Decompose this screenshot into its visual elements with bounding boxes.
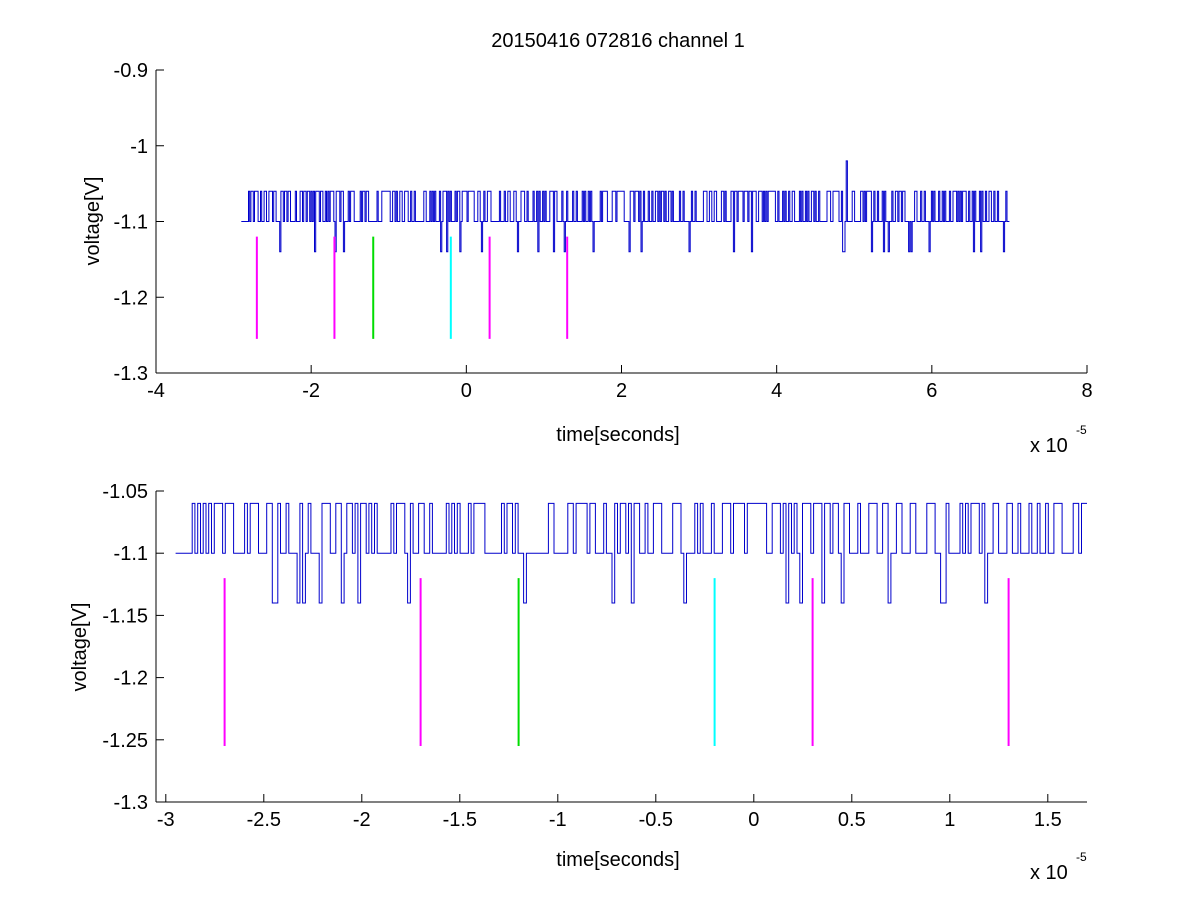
top-axes: -4 -2 0 2 4 6 8 -1.3 -1.2 -1.1 -1 -0.9 time[seconds… bbox=[82, 60, 1093, 457]
bottom-x-tick-label: -2 bbox=[353, 809, 371, 831]
top-x-tick-label: 2 bbox=[616, 380, 627, 402]
bottom-x-tick-label: 1 bbox=[944, 809, 955, 831]
bottom-ticks: -3 -2.5 -2 -1.5 -1 -0.5 0 0.5 1 1.5 -1.3 -1.25 -1.2 -… bbox=[102, 481, 1061, 831]
bottom-y-tick-label: -1.25 bbox=[102, 730, 148, 752]
bottom-x-scale-note: x 10 -5 bbox=[1030, 850, 1087, 884]
figure-title: 20150416 072816 channel 1 bbox=[491, 30, 745, 52]
top-signal-group bbox=[241, 160, 1010, 253]
top-y-tick-label: -1.2 bbox=[114, 287, 148, 309]
bottom-y-tick-label: -1.15 bbox=[102, 605, 148, 627]
bottom-y-tick-label: -1.1 bbox=[114, 543, 148, 565]
bottom-x-scale-exponent: -5 bbox=[1076, 850, 1087, 864]
bottom-x-tick-label: -2.5 bbox=[247, 809, 281, 831]
bottom-axes: -3 -2.5 -2 -1.5 -1 -0.5 0 0.5 1 1.5 -1.3 -1.25 -1.2 -… bbox=[69, 481, 1087, 884]
top-y-tick-label: -1.1 bbox=[114, 212, 148, 234]
bottom-signal-group bbox=[175, 502, 1087, 604]
top-x-tick-label: -4 bbox=[147, 380, 165, 402]
top-signal-line bbox=[241, 160, 1010, 253]
bottom-x-scale-multiplier: x 10 bbox=[1030, 862, 1068, 884]
top-x-tick-label: 0 bbox=[461, 380, 472, 402]
bottom-x-tick-label: -1.5 bbox=[443, 809, 477, 831]
bottom-markers bbox=[223, 578, 1010, 747]
top-y-tick-label: -1 bbox=[130, 136, 148, 158]
bottom-x-tick-label: 1.5 bbox=[1034, 809, 1062, 831]
top-x-tick-label: 4 bbox=[771, 380, 782, 402]
top-y-axis-label: voltage[V] bbox=[82, 177, 104, 266]
bottom-y-tick-label: -1.3 bbox=[114, 792, 148, 814]
bottom-x-tick-label: -1 bbox=[549, 809, 567, 831]
bottom-y-tick-label: -1.05 bbox=[102, 481, 148, 503]
top-y-tick-label: -0.9 bbox=[114, 60, 148, 82]
bottom-y-tick-label: -1.2 bbox=[114, 668, 148, 690]
top-x-scale-multiplier: x 10 bbox=[1030, 435, 1068, 457]
top-ticks: -4 -2 0 2 4 6 8 -1.3 -1.2 -1.1 -1 -0.9 bbox=[114, 60, 1093, 402]
bottom-x-tick-label: -0.5 bbox=[639, 809, 673, 831]
bottom-signal-line bbox=[175, 502, 1087, 604]
bottom-y-axis-label: voltage[V] bbox=[69, 603, 91, 692]
top-x-scale-exponent: -5 bbox=[1076, 423, 1087, 437]
top-x-scale-note: x 10 -5 bbox=[1030, 423, 1087, 457]
bottom-x-tick-label: 0 bbox=[748, 809, 759, 831]
bottom-x-tick-label: 0.5 bbox=[838, 809, 866, 831]
top-x-tick-label: -2 bbox=[302, 380, 320, 402]
top-x-axis-label: time[seconds] bbox=[556, 424, 679, 446]
bottom-x-tick-label: -3 bbox=[157, 809, 175, 831]
top-y-tick-label: -1.3 bbox=[114, 363, 148, 385]
top-x-tick-label: 6 bbox=[926, 380, 937, 402]
top-x-tick-label: 8 bbox=[1081, 380, 1092, 402]
bottom-x-axis-label: time[seconds] bbox=[556, 849, 679, 871]
top-markers bbox=[255, 236, 569, 339]
